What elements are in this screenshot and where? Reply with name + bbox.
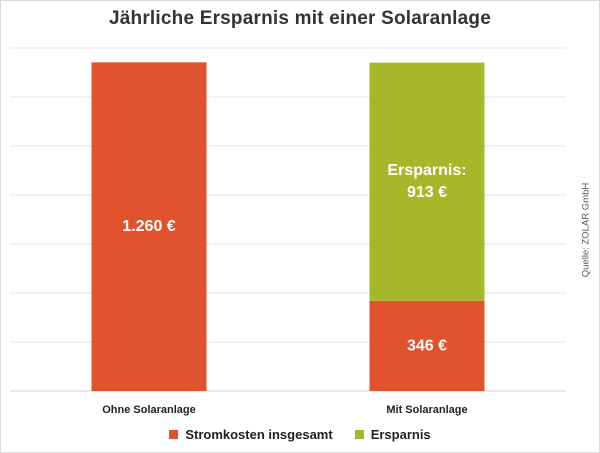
- legend-swatch-stromkosten: [169, 430, 179, 439]
- category-label: Ohne Solaranlage: [102, 404, 196, 416]
- legend-item-stromkosten: Stromkosten insgesamt: [169, 427, 333, 442]
- bar-stromkosten-2: [369, 300, 485, 391]
- legend-item-ersparnis: Ersparnis: [354, 427, 431, 442]
- data-label: Ersparnis:: [387, 162, 466, 179]
- data-label: 913 €: [407, 184, 447, 201]
- category-label: Mit Solaranlage: [386, 404, 467, 416]
- bar-ersparnis-2: [369, 62, 485, 301]
- bar-stromkosten-1: [91, 62, 207, 391]
- legend: Stromkosten insgesamt Ersparnis: [0, 427, 600, 442]
- legend-label-ersparnis: Ersparnis: [370, 427, 431, 442]
- legend-swatch-ersparnis: [354, 430, 364, 439]
- chart-title: Jährliche Ersparnis mit einer Solaranlag…: [108, 8, 492, 29]
- data-label: 1.260 €: [122, 218, 175, 235]
- legend-label-stromkosten: Stromkosten insgesamt: [185, 427, 333, 442]
- data-label: 346 €: [407, 337, 447, 354]
